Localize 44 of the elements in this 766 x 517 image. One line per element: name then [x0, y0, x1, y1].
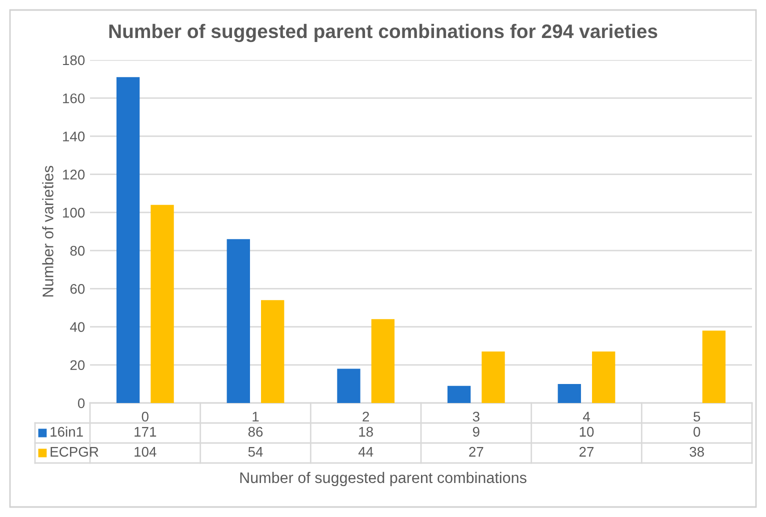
data-label: 86 — [248, 426, 263, 437]
x-tick-label: 2 — [362, 412, 369, 422]
data-label: 10 — [580, 426, 594, 437]
x-tick-label: 5 — [694, 412, 700, 422]
y-tick-label: 0 — [78, 398, 85, 408]
y-tick-label: 160 — [63, 93, 85, 104]
bar — [558, 384, 581, 403]
y-tick-label: 20 — [70, 360, 85, 370]
x-tick-label: 4 — [582, 412, 590, 422]
bar — [150, 204, 174, 403]
data-label: 54 — [248, 447, 263, 457]
x-tick-label: 1 — [252, 412, 259, 422]
y-tick-label: 120 — [63, 170, 85, 180]
bar — [261, 300, 284, 403]
legend-label: 16in1 — [50, 426, 83, 437]
data-label: 44 — [358, 447, 374, 457]
data-label: 104 — [134, 446, 156, 457]
y-axis-title: Number of varieties — [42, 166, 54, 296]
y-tick-label: 140 — [63, 132, 85, 142]
y-tick-label: 180 — [63, 55, 85, 66]
bar — [447, 386, 471, 403]
bar — [482, 352, 505, 403]
data-label: 27 — [579, 446, 594, 457]
data-label: 18 — [359, 426, 373, 437]
bar — [116, 77, 140, 403]
data-label: 27 — [469, 446, 484, 457]
legend-label: ECPGR — [50, 446, 98, 457]
y-tick-label: 100 — [63, 208, 85, 218]
y-tick-label: 40 — [70, 322, 85, 332]
bar — [702, 330, 726, 403]
x-tick-label: 3 — [472, 412, 480, 422]
bar — [226, 239, 250, 403]
data-label: 38 — [690, 446, 704, 457]
chart-title: Number of suggested parent combinations for 294 varieties — [109, 24, 658, 42]
data-label: 171 — [134, 427, 156, 437]
bar — [371, 319, 395, 403]
y-tick-label: 60 — [70, 284, 85, 294]
bar — [337, 368, 360, 403]
x-axis-title: Number of suggested parent combinations — [240, 472, 526, 486]
data-label: 9 — [472, 426, 480, 437]
bar — [592, 352, 616, 403]
x-tick-label: 0 — [142, 412, 148, 422]
data-label: 0 — [694, 426, 700, 437]
y-tick-label: 80 — [70, 246, 85, 256]
